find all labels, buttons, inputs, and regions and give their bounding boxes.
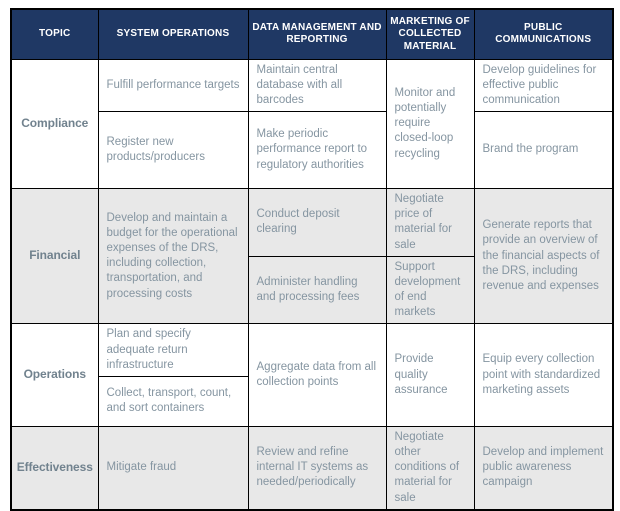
row-operations-2: Collect, transport, count, and sort cont… (11, 375, 613, 427)
cell-financial-marketing-2: Support development of end markets (385, 255, 475, 325)
cell-compliance-data-management-1: Maintain central database with all barco… (247, 58, 387, 113)
cell-compliance-public-communications-2: Brand the program (473, 111, 614, 190)
column-header-marketing: MARKETING OF COLLECTED MATERIAL (385, 8, 475, 60)
cell-operations-public-communications: Equip every collection point with standa… (473, 323, 614, 427)
row-financial-1: Financial Develop and maintain a budget … (10, 188, 614, 325)
row-financial-2: Administer handling and processing fees … (11, 255, 613, 325)
column-header-topic: TOPIC (10, 8, 99, 60)
cell-operations-marketing: Provide quality assurance (385, 323, 475, 427)
cell-compliance-system-operations-1: Fulfill performance targets (97, 58, 249, 113)
column-header-public-communications: PUBLIC COMMUNICATIONS (473, 8, 614, 60)
header-row: TOPIC SYSTEM OPERATIONS DATA MANAGEMENT … (10, 8, 614, 60)
topic-cell-compliance: Compliance (10, 58, 99, 190)
drs-responsibility-matrix-table: TOPIC SYSTEM OPERATIONS DATA MANAGEMENT … (10, 8, 614, 511)
cell-compliance-system-operations-2: Register new products/producers (97, 111, 249, 190)
row-compliance-1: Compliance Fulfill performance targets M… (10, 58, 614, 190)
cell-effectiveness-public-communications: Develop and implement public awareness c… (473, 425, 614, 511)
column-header-system-operations: SYSTEM OPERATIONS (97, 8, 249, 60)
topic-cell-effectiveness: Effectiveness (10, 425, 99, 511)
row-compliance-2: Register new products/producers Make per… (11, 111, 614, 190)
cell-financial-public-communications: Generate reports that provide an overvie… (473, 188, 614, 325)
cell-financial-data-management-2: Administer handling and processing fees (247, 255, 387, 325)
cell-financial-system-operations: Develop and maintain a budget for the op… (97, 188, 249, 325)
row-operations-1: Operations Plan and specify adequate ret… (10, 323, 614, 427)
cell-operations-data-management: Aggregate data from all collection point… (247, 323, 387, 427)
cell-operations-system-operations-1: Plan and specify adequate return infrast… (97, 323, 249, 377)
cell-effectiveness-marketing: Negotiate other conditions of material f… (385, 425, 475, 511)
cell-effectiveness-data-management: Review and refine internal IT systems as… (247, 425, 387, 511)
topic-cell-financial: Financial (10, 188, 99, 325)
cell-compliance-marketing: Monitor and potentially require closed-l… (385, 58, 475, 190)
cell-financial-data-management-1: Conduct deposit clearing (247, 188, 387, 257)
cell-compliance-data-management-2: Make periodic performance report to regu… (247, 111, 387, 190)
cell-effectiveness-system-operations: Mitigate fraud (97, 425, 249, 511)
topic-cell-operations: Operations (10, 323, 99, 427)
cell-financial-marketing-1: Negotiate price of material for sale (385, 188, 475, 257)
column-header-data-management: DATA MANAGEMENT AND REPORTING (247, 8, 387, 60)
cell-compliance-public-communications-1: Develop guidelines for effective public … (473, 58, 614, 113)
cell-operations-system-operations-2: Collect, transport, count, and sort cont… (97, 375, 249, 427)
row-effectiveness: Effectiveness Mitigate fraud Review and … (10, 425, 614, 511)
